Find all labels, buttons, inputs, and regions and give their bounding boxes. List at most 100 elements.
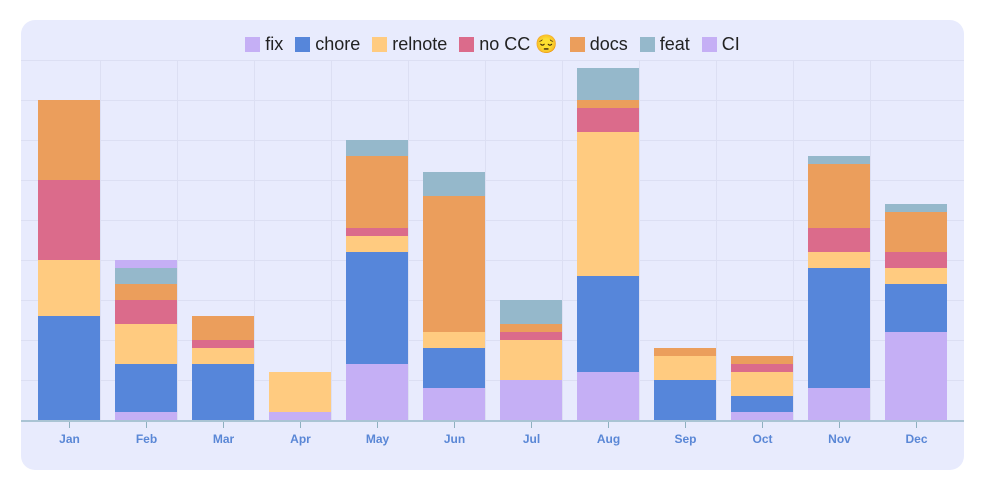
x-tick-label: Nov xyxy=(828,432,851,446)
bar-segment-feat[interactable] xyxy=(346,140,408,156)
bar-jun[interactable] xyxy=(423,60,485,420)
legend-item-docs[interactable]: docs xyxy=(569,34,628,55)
bar-segment-docs[interactable] xyxy=(500,324,562,332)
bar-segment-chore[interactable] xyxy=(577,276,639,372)
bar-segment-feat[interactable] xyxy=(885,204,947,212)
bar-segment-fix[interactable] xyxy=(346,364,408,420)
bar-segment-chore[interactable] xyxy=(115,364,177,412)
bar-segment-chore[interactable] xyxy=(654,380,716,420)
bar-segment-fix[interactable] xyxy=(500,380,562,420)
bar-segment-chore[interactable] xyxy=(731,396,793,412)
bar-segment-feat[interactable] xyxy=(577,68,639,100)
bar-segment-feat[interactable] xyxy=(500,300,562,324)
bar-segment-docs[interactable] xyxy=(885,212,947,252)
bar-segment-docs[interactable] xyxy=(731,356,793,364)
x-tick-label: Mar xyxy=(212,432,235,446)
bar-segment-docs[interactable] xyxy=(654,348,716,356)
bar-segment-fix[interactable] xyxy=(115,412,177,420)
bar-segment-docs[interactable] xyxy=(38,100,100,180)
legend-item-feat[interactable]: feat xyxy=(639,34,690,55)
legend-item-fix[interactable]: fix xyxy=(245,34,283,55)
bar-segment-no[interactable] xyxy=(115,300,177,324)
bar-segment-relnote[interactable] xyxy=(731,372,793,396)
bar-segment-relnote[interactable] xyxy=(38,260,100,316)
legend-item-ci[interactable]: CI xyxy=(701,34,740,55)
bar-segment-fix[interactable] xyxy=(808,388,870,420)
bar-mar[interactable] xyxy=(192,60,254,420)
gridline-horizontal xyxy=(21,60,964,61)
bar-segment-no[interactable] xyxy=(192,340,254,348)
bar-may[interactable] xyxy=(346,60,408,420)
gridline-vertical xyxy=(177,60,178,420)
legend-item-relnote[interactable]: relnote xyxy=(372,34,447,55)
bar-segment-no[interactable] xyxy=(38,180,100,260)
bar-segment-feat[interactable] xyxy=(808,156,870,164)
bar-jul[interactable] xyxy=(500,60,562,420)
bar-segment-feat[interactable] xyxy=(115,268,177,284)
bar-segment-fix[interactable] xyxy=(577,372,639,420)
bar-nov[interactable] xyxy=(808,60,870,420)
bar-segment-relnote[interactable] xyxy=(577,132,639,276)
bar-segment-docs[interactable] xyxy=(423,196,485,332)
bar-dec[interactable] xyxy=(885,60,947,420)
x-tick-label: Feb xyxy=(135,432,158,446)
bar-segment-no[interactable] xyxy=(346,228,408,236)
bar-segment-docs[interactable] xyxy=(346,156,408,228)
bar-oct[interactable] xyxy=(731,60,793,420)
bar-segment-chore[interactable] xyxy=(192,364,254,420)
bar-segment-ci[interactable] xyxy=(115,260,177,268)
bar-segment-relnote[interactable] xyxy=(423,332,485,348)
legend-item-chore[interactable]: chore xyxy=(295,34,360,55)
bar-segment-relnote[interactable] xyxy=(115,324,177,364)
bar-segment-chore[interactable] xyxy=(346,252,408,364)
bar-segment-relnote[interactable] xyxy=(500,340,562,380)
x-tick xyxy=(146,422,147,428)
legend-swatch-relnote xyxy=(372,37,388,52)
gridline-horizontal xyxy=(21,380,964,381)
bar-segment-chore[interactable] xyxy=(38,316,100,420)
x-tick xyxy=(223,422,224,428)
bar-segment-docs[interactable] xyxy=(115,284,177,300)
chart-card: fix chore relnote no CC 😔 docs feat CI J… xyxy=(21,20,964,470)
bar-segment-no[interactable] xyxy=(885,252,947,268)
bar-sep[interactable] xyxy=(654,60,716,420)
bar-segment-relnote[interactable] xyxy=(192,348,254,364)
bar-segment-no[interactable] xyxy=(500,332,562,340)
bar-feb[interactable] xyxy=(115,60,177,420)
bar-segment-no[interactable] xyxy=(731,364,793,372)
bar-segment-chore[interactable] xyxy=(885,284,947,332)
bar-apr[interactable] xyxy=(269,60,331,420)
legend-label: docs xyxy=(589,34,628,54)
bar-segment-chore[interactable] xyxy=(423,348,485,388)
x-tick xyxy=(685,422,686,428)
legend-swatch-no-cc xyxy=(459,37,475,52)
bar-segment-docs[interactable] xyxy=(577,100,639,108)
bar-segment-relnote[interactable] xyxy=(808,252,870,268)
x-tick-label: Jan xyxy=(59,432,80,446)
bar-segment-relnote[interactable] xyxy=(654,356,716,380)
legend: fix chore relnote no CC 😔 docs feat CI xyxy=(21,34,964,55)
x-tick-label: Sep xyxy=(674,432,697,446)
bar-segment-chore[interactable] xyxy=(808,268,870,388)
bar-segment-relnote[interactable] xyxy=(346,236,408,252)
bar-jan[interactable] xyxy=(38,60,100,420)
bar-segment-no[interactable] xyxy=(577,108,639,132)
bar-segment-no[interactable] xyxy=(808,228,870,252)
legend-swatch-fix xyxy=(245,37,261,52)
bar-segment-fix[interactable] xyxy=(885,332,947,420)
bar-segment-relnote[interactable] xyxy=(885,268,947,284)
legend-label: feat xyxy=(659,34,690,54)
bar-segment-docs[interactable] xyxy=(192,316,254,340)
x-tick xyxy=(531,422,532,428)
legend-label: fix xyxy=(265,34,284,54)
bar-segment-docs[interactable] xyxy=(808,164,870,228)
bar-segment-fix[interactable] xyxy=(269,412,331,420)
legend-item-no-cc[interactable]: no CC 😔 xyxy=(459,34,558,55)
bar-segment-feat[interactable] xyxy=(423,172,485,196)
bar-aug[interactable] xyxy=(577,60,639,420)
gridline-vertical xyxy=(485,60,486,420)
bar-segment-fix[interactable] xyxy=(423,388,485,420)
gridline-horizontal xyxy=(21,300,964,301)
bar-segment-fix[interactable] xyxy=(731,412,793,420)
bar-segment-relnote[interactable] xyxy=(269,372,331,412)
